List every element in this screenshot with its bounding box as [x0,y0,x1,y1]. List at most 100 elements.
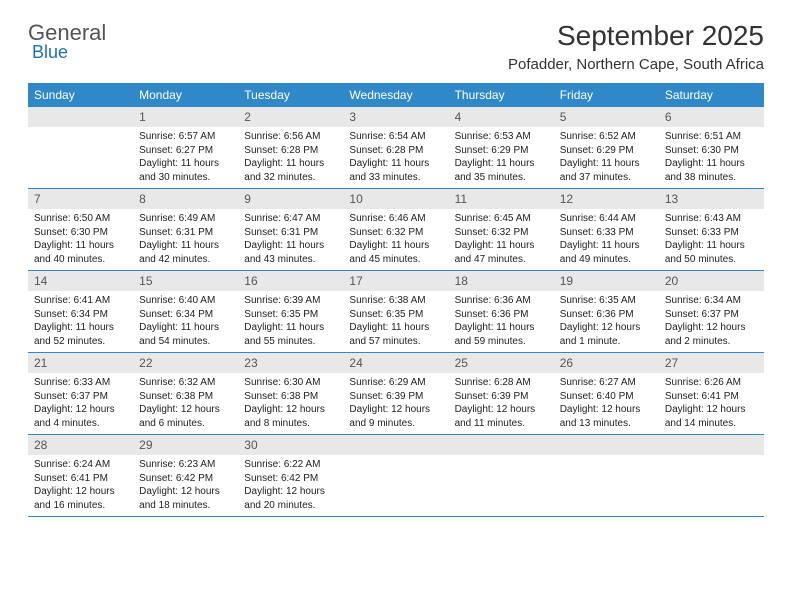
calendar-day-cell: 27 Sunrise: 6:26 AMSunset: 6:41 PMDayligh… [659,353,764,434]
daylight-text: Daylight: 11 hours and 30 minutes. [139,157,232,184]
daylight-text: Daylight: 11 hours and 32 minutes. [244,157,337,184]
calendar-day-cell: 28Sunrise: 6:24 AMSunset: 6:41 PMDayligh… [28,435,133,516]
calendar-day-cell: 20Sunrise: 6:34 AMSunset: 6:37 PMDayligh… [659,271,764,352]
day-header: Tuesday [238,83,343,107]
calendar-day-cell: 12Sunrise: 6:44 AMSunset: 6:33 PMDayligh… [554,189,659,270]
calendar-day-cell: 4Sunrise: 6:53 AMSunset: 6:29 PMDaylight… [449,107,554,188]
day-details: Sunrise: 6:30 AMSunset: 6:38 PMDaylight:… [238,373,343,434]
calendar-week-row: 7Sunrise: 6:50 AMSunset: 6:30 PMDaylight… [28,189,764,271]
daylight-text: Daylight: 11 hours and 47 minutes. [455,239,548,266]
sunrise-text: Sunrise: 6:26 AM [665,376,758,390]
calendar-day-cell: 24Sunrise: 6:29 AMSunset: 6:39 PMDayligh… [343,353,448,434]
calendar-day-cell: 29Sunrise: 6:23 AMSunset: 6:42 PMDayligh… [133,435,238,516]
calendar-day-cell: 3Sunrise: 6:54 AMSunset: 6:28 PMDaylight… [343,107,448,188]
daylight-text: Daylight: 12 hours and 14 minutes. [665,403,758,430]
calendar-day-cell: 11Sunrise: 6:45 AMSunset: 6:32 PMDayligh… [449,189,554,270]
daylight-text: Daylight: 11 hours and 42 minutes. [139,239,232,266]
calendar-page: General Blue September 2025 Pofadder, No… [0,0,792,537]
day-number [659,435,764,455]
sunrise-text: Sunrise: 6:27 AM [560,376,653,390]
day-number: 5 [554,107,659,127]
sunset-text: Sunset: 6:41 PM [34,472,127,486]
calendar-day-cell: 13Sunrise: 6:43 AMSunset: 6:33 PMDayligh… [659,189,764,270]
sunset-text: Sunset: 6:40 PM [560,390,653,404]
day-number: 4 [449,107,554,127]
day-header: Saturday [659,83,764,107]
day-details: Sunrise: 6:23 AMSunset: 6:42 PMDaylight:… [133,455,238,516]
day-number: 28 [28,435,133,455]
day-details: Sunrise: 6:35 AMSunset: 6:36 PMDaylight:… [554,291,659,352]
day-number: 7 [28,189,133,209]
sunrise-text: Sunrise: 6:24 AM [34,458,127,472]
sunset-text: Sunset: 6:36 PM [455,308,548,322]
sunrise-text: Sunrise: 6:47 AM [244,212,337,226]
sunset-text: Sunset: 6:41 PM [665,390,758,404]
page-title: September 2025 [508,20,764,52]
daylight-text: Daylight: 12 hours and 13 minutes. [560,403,653,430]
day-header: Friday [554,83,659,107]
sunrise-text: Sunrise: 6:34 AM [665,294,758,308]
sunrise-text: Sunrise: 6:56 AM [244,130,337,144]
sunset-text: Sunset: 6:27 PM [139,144,232,158]
day-number: 27 [659,353,764,373]
calendar-day-cell [449,435,554,516]
daylight-text: Daylight: 12 hours and 18 minutes. [139,485,232,512]
calendar-day-cell: 1Sunrise: 6:57 AMSunset: 6:27 PMDaylight… [133,107,238,188]
sunset-text: Sunset: 6:29 PM [560,144,653,158]
sunrise-text: Sunrise: 6:49 AM [139,212,232,226]
sunrise-text: Sunrise: 6:54 AM [349,130,442,144]
calendar-day-cell: 10Sunrise: 6:46 AMSunset: 6:32 PMDayligh… [343,189,448,270]
day-details: Sunrise: 6:38 AMSunset: 6:35 PMDaylight:… [343,291,448,352]
sunset-text: Sunset: 6:37 PM [34,390,127,404]
sunrise-text: Sunrise: 6:52 AM [560,130,653,144]
day-details: Sunrise: 6:33 AMSunset: 6:37 PMDaylight:… [28,373,133,434]
day-details: Sunrise: 6:22 AMSunset: 6:42 PMDaylight:… [238,455,343,516]
sunrise-text: Sunrise: 6:44 AM [560,212,653,226]
daylight-text: Daylight: 11 hours and 57 minutes. [349,321,442,348]
day-details: Sunrise: 6:45 AMSunset: 6:32 PMDaylight:… [449,209,554,270]
daylight-text: Daylight: 11 hours and 37 minutes. [560,157,653,184]
sunrise-text: Sunrise: 6:30 AM [244,376,337,390]
calendar-week-row: 14Sunrise: 6:41 AMSunset: 6:34 PMDayligh… [28,271,764,353]
sunset-text: Sunset: 6:34 PM [34,308,127,322]
sunset-text: Sunset: 6:34 PM [139,308,232,322]
calendar-day-cell: 7Sunrise: 6:50 AMSunset: 6:30 PMDaylight… [28,189,133,270]
day-details: Sunrise: 6:43 AMSunset: 6:33 PMDaylight:… [659,209,764,270]
sunset-text: Sunset: 6:31 PM [244,226,337,240]
daylight-text: Daylight: 12 hours and 4 minutes. [34,403,127,430]
calendar-day-cell: 30Sunrise: 6:22 AMSunset: 6:42 PMDayligh… [238,435,343,516]
calendar-day-cell: 5 Sunrise: 6:52 AMSunset: 6:29 PMDaylight… [554,107,659,188]
logo: General Blue [28,20,106,63]
calendar-day-cell: 6Sunrise: 6:51 AMSunset: 6:30 PMDaylight… [659,107,764,188]
calendar-table: Sunday Monday Tuesday Wednesday Thursday… [28,83,764,517]
sunset-text: Sunset: 6:28 PM [349,144,442,158]
day-header: Monday [133,83,238,107]
sunrise-text: Sunrise: 6:36 AM [455,294,548,308]
day-number: 24 [343,353,448,373]
calendar-day-cell: 14Sunrise: 6:41 AMSunset: 6:34 PMDayligh… [28,271,133,352]
day-number: 2 [238,107,343,127]
daylight-text: Daylight: 12 hours and 11 minutes. [455,403,548,430]
calendar-day-cell: 23Sunrise: 6:30 AMSunset: 6:38 PMDayligh… [238,353,343,434]
day-number: 9 [238,189,343,209]
sunset-text: Sunset: 6:32 PM [455,226,548,240]
day-details: Sunrise: 6:39 AMSunset: 6:35 PMDaylight:… [238,291,343,352]
daylight-text: Daylight: 11 hours and 55 minutes. [244,321,337,348]
day-number: 17 [343,271,448,291]
sunset-text: Sunset: 6:32 PM [349,226,442,240]
daylight-text: Daylight: 11 hours and 38 minutes. [665,157,758,184]
daylight-text: Daylight: 11 hours and 33 minutes. [349,157,442,184]
sunrise-text: Sunrise: 6:38 AM [349,294,442,308]
daylight-text: Daylight: 11 hours and 52 minutes. [34,321,127,348]
day-details: Sunrise: 6:34 AMSunset: 6:37 PMDaylight:… [659,291,764,352]
day-number: 15 [133,271,238,291]
sunset-text: Sunset: 6:30 PM [665,144,758,158]
day-header: Thursday [449,83,554,107]
calendar-day-cell: 18Sunrise: 6:36 AMSunset: 6:36 PMDayligh… [449,271,554,352]
sunrise-text: Sunrise: 6:22 AM [244,458,337,472]
day-details: Sunrise: 6:53 AMSunset: 6:29 PMDaylight:… [449,127,554,188]
day-details: Sunrise: 6:50 AMSunset: 6:30 PMDaylight:… [28,209,133,270]
sunrise-text: Sunrise: 6:51 AM [665,130,758,144]
logo-text-bottom: Blue [32,42,68,63]
daylight-text: Daylight: 12 hours and 9 minutes. [349,403,442,430]
